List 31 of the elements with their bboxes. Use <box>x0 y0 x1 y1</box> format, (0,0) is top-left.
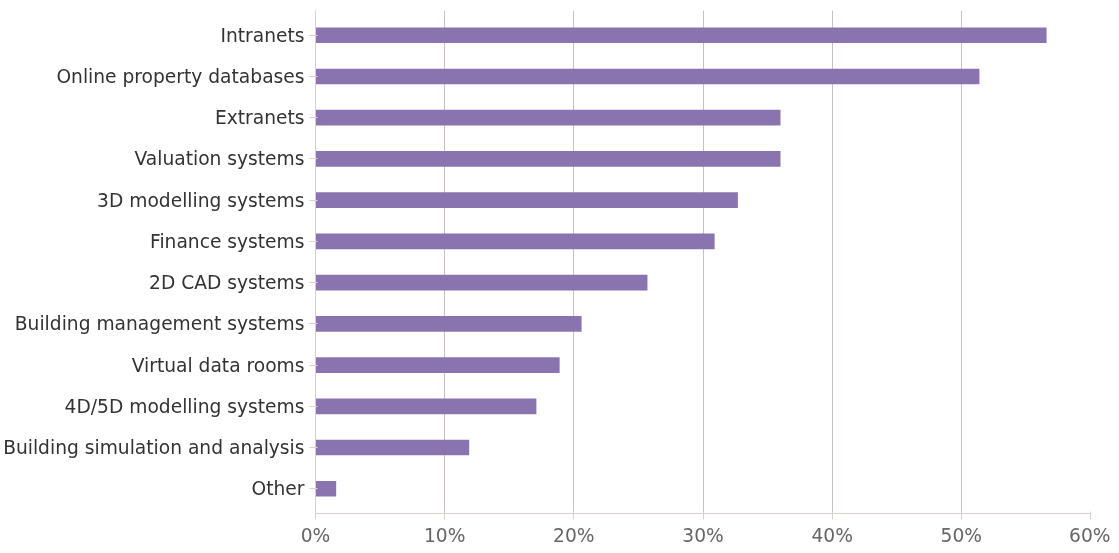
y-tick-label: Building management systems <box>14 313 305 335</box>
y-tick-label: Other <box>251 478 305 500</box>
bar <box>315 109 781 126</box>
y-tick-label: Finance systems <box>150 230 305 252</box>
bar <box>315 151 781 167</box>
x-tick-label: 40% <box>811 524 853 546</box>
y-tick-label: Online property databases <box>56 65 305 87</box>
bar <box>315 27 1047 44</box>
x-tick-label: 60% <box>1069 524 1111 546</box>
bar <box>315 480 337 497</box>
bar <box>315 274 648 291</box>
x-tick-label: 0% <box>300 524 331 546</box>
y-tick-label: Building simulation and analysis <box>3 437 305 459</box>
y-tick-label: Intranets <box>220 24 305 46</box>
bar <box>315 439 470 456</box>
bar <box>315 398 537 415</box>
bar <box>315 233 715 250</box>
bar <box>315 68 980 85</box>
bar <box>315 192 738 208</box>
x-tick-label: 10% <box>423 524 466 546</box>
y-tick-label: Valuation systems <box>134 148 305 170</box>
bar <box>315 357 560 373</box>
y-tick-label: 2D CAD systems <box>149 272 305 294</box>
y-tick-label: 4D/5D modelling systems <box>64 395 305 417</box>
y-tick-label: 3D modelling systems <box>97 189 305 211</box>
bar <box>315 316 582 332</box>
y-tick-label: Extranets <box>214 107 305 129</box>
x-tick-label: 20% <box>553 524 595 546</box>
y-tick-label: Virtual data rooms <box>131 354 305 376</box>
x-tick-label: 50% <box>940 524 983 546</box>
x-tick-label: 30% <box>682 524 724 546</box>
